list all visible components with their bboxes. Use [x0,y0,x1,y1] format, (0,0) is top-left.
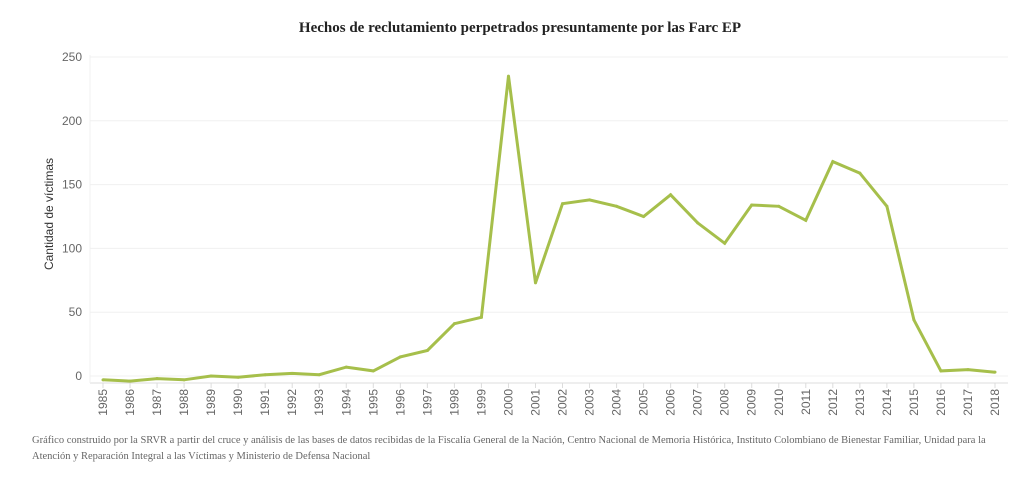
x-tick-label: 1997 [420,389,434,416]
x-tick-label: 1990 [231,389,245,416]
x-tick-label: 1989 [204,389,218,416]
y-tick-label: 150 [62,178,82,192]
x-tick-label: 2005 [637,389,651,416]
x-tick-label: 1987 [150,389,164,416]
chart-title: Hechos de reclutamiento perpetrados pres… [298,20,742,36]
data-point [155,377,159,381]
data-point [993,370,997,374]
data-point [344,365,348,369]
x-tick-label: 2013 [853,389,867,416]
x-tick-label: 2000 [501,389,515,416]
x-tick-label: 2002 [556,389,570,416]
y-axis-label: Cantidad de víctimas [42,158,56,270]
data-point [723,241,727,245]
x-tick-label: 1993 [312,389,326,416]
x-tick-label: 1999 [474,389,488,416]
x-tick-label: 1995 [366,389,380,416]
data-point [777,204,781,208]
data-point [858,171,862,175]
x-tick-label: 2007 [691,389,705,416]
data-point [506,74,510,78]
x-tick-label: 1994 [339,389,353,416]
x-tick-label: 2014 [880,389,894,416]
data-point [317,373,321,377]
x-tick-label: 2015 [907,389,921,416]
x-tick-label: 2003 [583,389,597,416]
x-tick-label: 2006 [664,389,678,416]
x-tick-label: 1991 [258,389,272,416]
x-tick-label: 1985 [96,389,110,416]
series-layer [101,74,997,383]
data-point [642,215,646,218]
data-point [101,378,105,382]
data-point [209,374,213,378]
data-point [236,375,240,379]
data-point [939,369,943,373]
data-point [533,281,537,285]
x-tick-label: 2012 [826,389,840,416]
data-point [371,369,375,373]
line-chart: 0 50 100 150 200 250 1985 1986 1987 1988 1989 1990… [42,50,1008,416]
data-point [831,160,835,164]
x-tick-label: 2010 [772,389,786,416]
x-tick-label: 2018 [988,389,1002,416]
data-point [669,193,673,197]
data-point [588,198,592,202]
data-point [615,204,619,208]
x-tick-label: 2001 [528,389,542,416]
data-point [561,202,565,206]
x-tick-label: 1992 [285,389,299,416]
data-point [885,204,889,208]
data-point [479,315,483,319]
x-tick-label: 1986 [123,389,137,416]
x-tick-label: 1988 [177,389,191,416]
data-point [804,218,808,222]
x-tick-label: 2009 [745,389,759,416]
x-tick-label: 1998 [447,389,461,416]
gridlines [89,55,1008,384]
y-tick-label: 0 [75,369,82,383]
x-tick-label: 2011 [799,389,813,415]
data-point [425,348,429,352]
x-tick-label: 2008 [718,389,732,416]
x-tick-label: 2016 [934,389,948,416]
data-point [452,322,456,326]
series-line [102,75,996,383]
x-tick-label: 1996 [393,389,407,416]
y-tick-label: 50 [69,305,83,319]
data-point [750,203,754,207]
data-point [128,379,132,383]
data-point [290,371,294,375]
y-tick-label: 200 [62,114,82,128]
data-point [696,221,700,225]
x-tick-label: 2017 [961,389,975,416]
data-point [398,355,402,359]
y-tick-label: 250 [62,50,82,64]
data-point [182,378,186,382]
data-point [912,318,916,322]
y-tick-label: 100 [62,241,82,255]
y-axis-ticks: 0 50 100 150 200 250 [62,50,82,383]
x-tick-label: 2004 [610,389,624,416]
chart-source-note: Gráfico construido por la SRVR a partir … [32,435,986,462]
x-axis-ticks: 1985 1986 1987 1988 1989 1990 1991 1992 1993 1994… [96,383,1002,416]
data-point [263,373,267,377]
data-point [966,368,970,372]
